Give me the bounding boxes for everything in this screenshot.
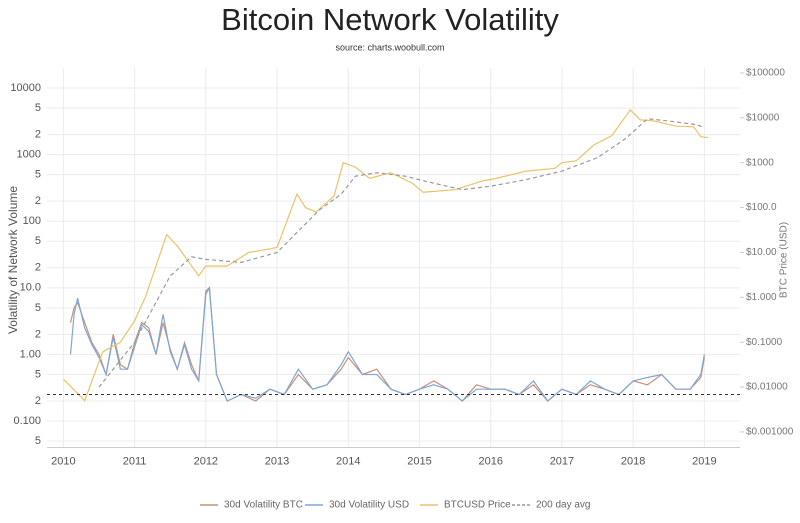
- y-axis-title: Volatility of Network Volume: [6, 186, 20, 334]
- x-tick-label: 2015: [407, 455, 431, 467]
- y-tick-label: 5: [35, 235, 41, 247]
- y-tick-label: 5: [35, 302, 41, 314]
- legend-label: 30d Volatility BTC: [224, 500, 303, 511]
- y2-tick-label: $10.00: [746, 247, 777, 258]
- y2-tick-label: $1.000: [746, 292, 777, 303]
- y2-tick-label: $0.01000: [746, 382, 788, 393]
- series-line: [62, 108, 708, 402]
- x-tick-label: 2011: [123, 455, 147, 467]
- y-tick-label: 2: [35, 128, 41, 140]
- x-tick-label: 2018: [621, 455, 645, 467]
- y-tick-label: 2: [35, 328, 41, 340]
- y-tick-label: 2: [35, 262, 41, 274]
- x-tick-label: 2012: [194, 455, 218, 467]
- series-line: [69, 285, 705, 402]
- y2-tick-label: $100000: [746, 68, 785, 79]
- y2-tick-label: $10000: [746, 112, 780, 123]
- y-tick-label: 100: [23, 215, 41, 227]
- x-tick-label: 2014: [336, 455, 360, 467]
- y-tick-label: 10000: [10, 82, 41, 94]
- y-tick-label: 10.0: [20, 282, 41, 294]
- x-tick-label: 2017: [550, 455, 574, 467]
- chart-title: Bitcoin Network Volatility: [221, 2, 559, 37]
- legend-label: 30d Volatility USD: [329, 500, 409, 511]
- series-line: [69, 286, 705, 402]
- y-tick-label: 1.00: [20, 348, 41, 360]
- x-tick-label: 2010: [51, 455, 75, 467]
- y-tick-label: 0.100: [13, 415, 41, 427]
- y2-tick-label: $0.001000: [746, 427, 794, 438]
- chart-subtitle: source: charts.woobull.com: [335, 42, 444, 52]
- y-tick-label: 5: [35, 169, 41, 181]
- legend-label: 200 day avg: [536, 500, 591, 511]
- x-tick-label: 2013: [265, 455, 289, 467]
- y-tick-label: 2: [35, 395, 41, 407]
- series-line: [98, 118, 705, 388]
- legend-label: BTCUSD Price: [444, 500, 511, 511]
- y-tick-label: 5: [35, 368, 41, 380]
- y2-tick-label: $0.1000: [746, 337, 783, 348]
- y-tick-label: 5: [35, 102, 41, 114]
- y-tick-label: 1000: [17, 149, 41, 161]
- y2-tick-label: $100.0: [746, 202, 777, 213]
- x-tick-label: 2016: [478, 455, 502, 467]
- y2-tick-label: $1000: [746, 157, 774, 168]
- y-tick-label: 5: [35, 435, 41, 447]
- y2-axis-title: BTC Price (USD): [779, 222, 790, 298]
- y-tick-label: 2: [35, 195, 41, 207]
- x-tick-label: 2019: [692, 455, 716, 467]
